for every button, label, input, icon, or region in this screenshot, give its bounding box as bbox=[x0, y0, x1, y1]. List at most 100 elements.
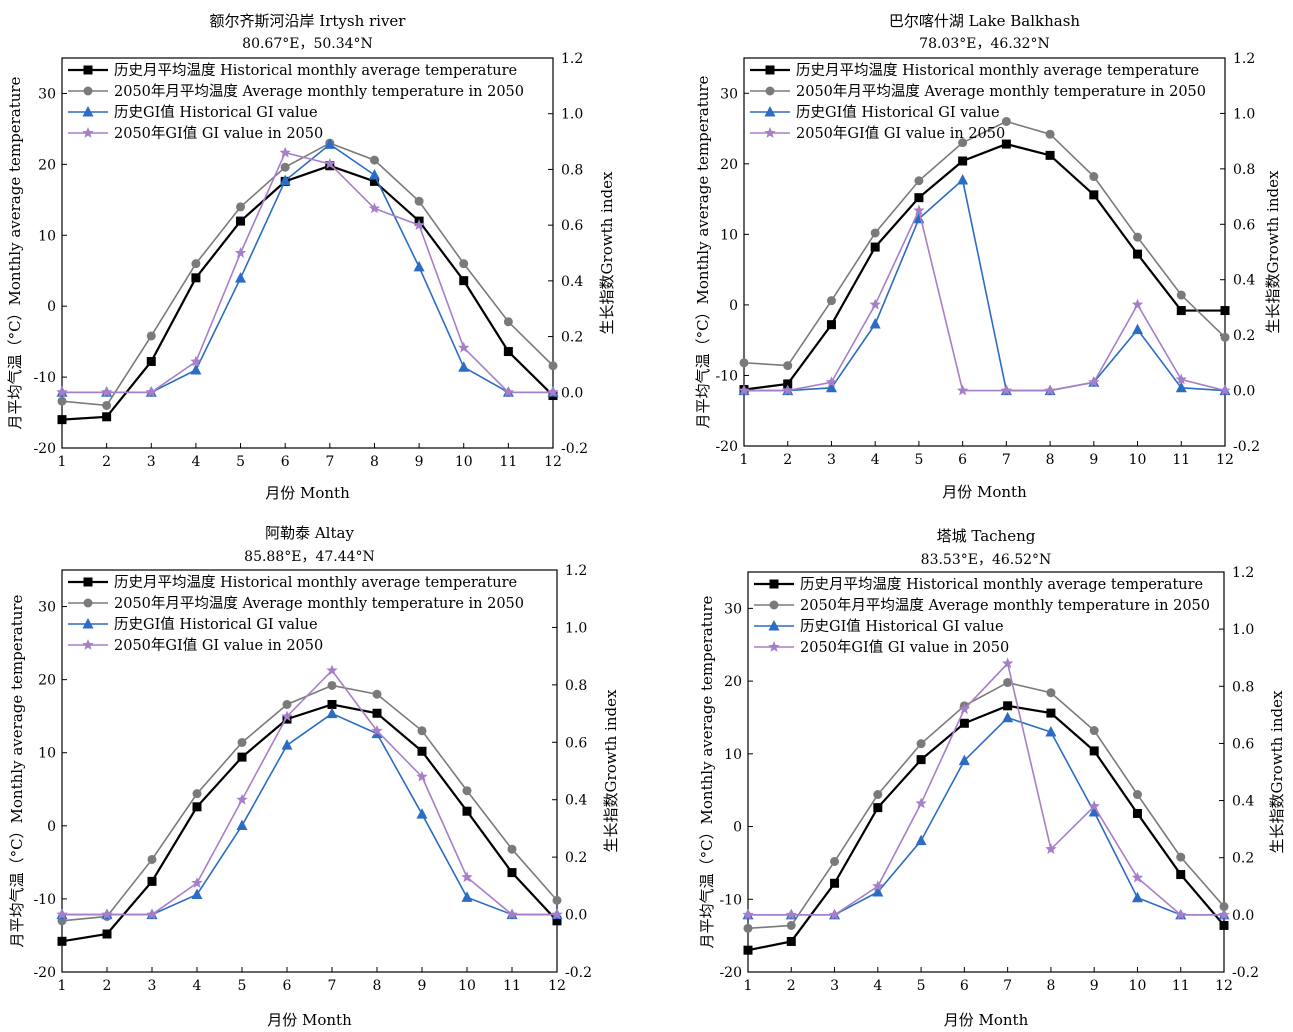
data-point bbox=[958, 156, 968, 166]
data-point bbox=[1219, 384, 1231, 396]
data-point bbox=[190, 355, 202, 367]
legend: 历史月平均温度 Historical monthly average tempe… bbox=[68, 62, 524, 142]
data-point bbox=[236, 202, 246, 212]
series-3 bbox=[56, 707, 563, 920]
x-tick-label: 6 bbox=[281, 454, 290, 470]
series-4 bbox=[56, 664, 563, 920]
data-point bbox=[503, 347, 513, 357]
data-point bbox=[1219, 902, 1229, 912]
data-point bbox=[1175, 908, 1187, 920]
series-4 bbox=[742, 657, 1230, 920]
x-tick-label: 1 bbox=[58, 978, 67, 994]
series-1 bbox=[57, 161, 558, 425]
data-point bbox=[1046, 708, 1056, 718]
x-tick-label: 12 bbox=[544, 454, 562, 470]
data-point bbox=[1089, 746, 1099, 756]
x-tick-label: 11 bbox=[503, 978, 521, 994]
y-tick-label: 10 bbox=[720, 227, 738, 243]
legend-marker bbox=[764, 106, 776, 117]
y2-tick-label: 1.0 bbox=[565, 620, 587, 636]
y-tick-label: 0 bbox=[729, 298, 738, 314]
y2-tick-label: 1.2 bbox=[565, 563, 587, 579]
data-point bbox=[236, 793, 248, 805]
y2-tick-label: 0.4 bbox=[1233, 273, 1255, 289]
y2-tick-label: 0.8 bbox=[561, 162, 583, 178]
y2-tick-label: 1.2 bbox=[1232, 565, 1254, 581]
data-point bbox=[324, 157, 336, 169]
data-point bbox=[1176, 290, 1186, 300]
data-point bbox=[1088, 806, 1100, 817]
chart-subtitle: 83.53°E，46.52°N bbox=[921, 552, 1052, 568]
data-point bbox=[828, 908, 841, 920]
y-tick-label: -20 bbox=[719, 965, 742, 981]
legend-label: 历史月平均温度 Historical monthly average tempe… bbox=[796, 62, 1199, 79]
data-point bbox=[1133, 232, 1143, 242]
data-point bbox=[957, 173, 969, 185]
x-tick-label: 1 bbox=[744, 978, 753, 994]
data-point bbox=[826, 320, 836, 330]
legend-marker bbox=[83, 598, 93, 608]
data-point bbox=[503, 317, 513, 327]
data-point bbox=[1001, 116, 1011, 126]
data-point bbox=[368, 202, 381, 214]
data-point bbox=[1219, 920, 1229, 930]
chart-title: 巴尔喀什湖 Lake Balkhash bbox=[889, 12, 1081, 30]
legend-label: 2050年月平均温度 Average monthly temperature i… bbox=[114, 595, 524, 612]
legend-label: 2050年月平均温度 Average monthly temperature i… bbox=[800, 597, 1210, 614]
data-point bbox=[782, 384, 794, 396]
data-point bbox=[1220, 306, 1230, 316]
data-point bbox=[1003, 701, 1013, 711]
y2-axis-label: 生长指数Growth index bbox=[598, 171, 616, 334]
legend-marker bbox=[82, 127, 94, 138]
data-point bbox=[1176, 852, 1186, 862]
legend: 历史月平均温度 Historical monthly average tempe… bbox=[68, 574, 524, 654]
series-line bbox=[62, 712, 557, 916]
data-point bbox=[825, 381, 837, 393]
series-2 bbox=[57, 680, 562, 926]
data-point bbox=[191, 888, 203, 899]
data-point bbox=[417, 746, 427, 756]
data-point bbox=[237, 737, 247, 747]
x-tick-label: 10 bbox=[458, 978, 476, 994]
data-point bbox=[146, 908, 158, 920]
y2-tick-label: 0.8 bbox=[1233, 162, 1255, 178]
y-tick-label: -20 bbox=[33, 441, 56, 457]
chart-subtitle: 78.03°E，46.32°N bbox=[919, 36, 1050, 52]
y2-axis-label: 生长指数Growth index bbox=[1268, 690, 1286, 853]
x-tick-label: 12 bbox=[548, 978, 566, 994]
y2-tick-label: 1.0 bbox=[1233, 106, 1255, 122]
data-point bbox=[1045, 726, 1057, 737]
data-point bbox=[324, 138, 336, 149]
data-point bbox=[459, 259, 469, 269]
y2-tick-label: 1.0 bbox=[561, 107, 583, 123]
series-3 bbox=[738, 173, 1231, 396]
data-point bbox=[192, 802, 202, 812]
x-axis-label: 月份 Month bbox=[267, 1011, 352, 1029]
data-point bbox=[369, 176, 379, 186]
series-line bbox=[743, 142, 1225, 391]
data-point bbox=[743, 945, 753, 955]
data-point bbox=[326, 664, 338, 676]
y-tick-label: 20 bbox=[38, 157, 56, 173]
data-point bbox=[57, 936, 67, 946]
data-point bbox=[1132, 808, 1142, 818]
data-point bbox=[1131, 298, 1144, 310]
data-point bbox=[826, 296, 836, 306]
legend-label: 历史月平均温度 Historical monthly average tempe… bbox=[114, 62, 517, 79]
y-axis-label: 月平均气温（°C）Monthly average temperature bbox=[694, 75, 712, 428]
data-point bbox=[916, 755, 926, 765]
data-point bbox=[146, 331, 156, 341]
chart-title: 塔城 Tacheng bbox=[937, 527, 1036, 545]
data-point bbox=[417, 726, 427, 736]
x-tick-label: 7 bbox=[1003, 978, 1012, 994]
x-tick-label: 3 bbox=[830, 978, 839, 994]
data-point bbox=[1003, 678, 1013, 688]
chart-title: 阿勒泰 Altay bbox=[265, 524, 354, 542]
legend-label: 2050年月平均温度 Average monthly temperature i… bbox=[114, 83, 524, 100]
x-tick-label: 7 bbox=[1002, 452, 1011, 468]
y2-tick-label: 0.8 bbox=[1232, 679, 1254, 695]
data-point bbox=[372, 708, 382, 718]
y2-tick-label: 0.2 bbox=[561, 330, 583, 346]
data-point bbox=[1218, 908, 1230, 920]
